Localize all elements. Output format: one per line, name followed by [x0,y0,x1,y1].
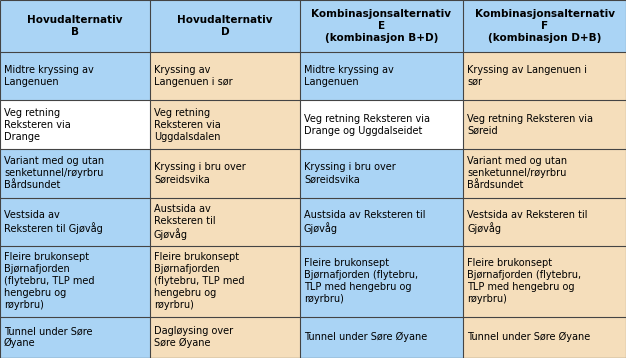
Bar [150,316,300,358]
Text: Veg retning Reksteren via
Drange og Uggdalseidet: Veg retning Reksteren via Drange og Uggd… [304,114,430,136]
Text: Hovudalternativ
D: Hovudalternativ D [177,15,273,37]
Bar [300,316,463,358]
Text: Vestsida av Reksteren til
Gjøvåg: Vestsida av Reksteren til Gjøvåg [467,210,587,234]
Text: Kryssing av
Langenuen i sør: Kryssing av Langenuen i sør [154,65,233,87]
Text: Kombinasjonsalternativ
E
(kombinasjon B+D): Kombinasjonsalternativ E (kombinasjon B+… [312,9,451,43]
Text: Fleire brukonsept
Bjørnafjorden (flytebru,
TLP med hengebru og
røyrbru): Fleire brukonsept Bjørnafjorden (flytebr… [467,258,581,304]
Bar [463,100,626,149]
Bar [0,100,150,149]
Bar [150,198,300,246]
Text: Vestsida av
Reksteren til Gjøvåg: Vestsida av Reksteren til Gjøvåg [4,210,103,234]
Bar [300,100,463,149]
Bar [463,0,626,52]
Bar [150,0,300,52]
Bar [463,198,626,246]
Text: Variant med og utan
senketunnel/røyrbru
Bårdsundet: Variant med og utan senketunnel/røyrbru … [467,156,567,190]
Text: Austsida av Reksteren til
Gjøvåg: Austsida av Reksteren til Gjøvåg [304,210,426,234]
Text: Fleire brukonsept
Bjørnafjorden
(flytebru, TLP med
hengebru og
røyrbru): Fleire brukonsept Bjørnafjorden (flytebr… [154,252,245,310]
Bar [463,316,626,358]
Bar [300,198,463,246]
Text: Veg retning
Reksteren via
Uggdalsdalen: Veg retning Reksteren via Uggdalsdalen [154,108,221,142]
Text: Hovudalternativ
B: Hovudalternativ B [28,15,123,37]
Text: Veg retning Reksteren via
Søreid: Veg retning Reksteren via Søreid [467,114,593,136]
Text: Austsida av
Reksteren til
Gjøvåg: Austsida av Reksteren til Gjøvåg [154,204,215,240]
Bar [150,100,300,149]
Text: Tunnel under Søre Øyane: Tunnel under Søre Øyane [304,332,428,342]
Bar [300,246,463,316]
Bar [463,246,626,316]
Text: Fleire brukonsept
Bjørnafjorden
(flytebru, TLP med
hengebru og
røyrbru): Fleire brukonsept Bjørnafjorden (flytebr… [4,252,95,310]
Bar [300,149,463,198]
Text: Kombinasjonsalternativ
F
(kombinasjon D+B): Kombinasjonsalternativ F (kombinasjon D+… [475,9,615,43]
Bar [463,149,626,198]
Text: Veg retning
Reksteren via
Drange: Veg retning Reksteren via Drange [4,108,71,142]
Bar [150,52,300,100]
Bar [463,52,626,100]
Bar [0,198,150,246]
Text: Tunnel under Søre Øyane: Tunnel under Søre Øyane [467,332,590,342]
Bar [300,52,463,100]
Bar [0,52,150,100]
Bar [0,246,150,316]
Bar [0,316,150,358]
Text: Kryssing i bru over
Søreidsvika: Kryssing i bru over Søreidsvika [154,162,246,184]
Text: Fleire brukonsept
Bjørnafjorden (flytebru,
TLP med hengebru og
røyrbru): Fleire brukonsept Bjørnafjorden (flytebr… [304,258,418,304]
Bar [0,149,150,198]
Text: Variant med og utan
senketunnel/røyrbru
Bårdsundet: Variant med og utan senketunnel/røyrbru … [4,156,104,190]
Text: Dagløysing over
Søre Øyane: Dagløysing over Søre Øyane [154,326,233,348]
Text: Tunnel under Søre
Øyane: Tunnel under Søre Øyane [4,326,93,348]
Bar [300,0,463,52]
Text: Kryssing i bru over
Søreidsvika: Kryssing i bru over Søreidsvika [304,162,396,184]
Bar [150,149,300,198]
Bar [0,0,150,52]
Text: Kryssing av Langenuen i
sør: Kryssing av Langenuen i sør [467,65,587,87]
Text: Midtre kryssing av
Langenuen: Midtre kryssing av Langenuen [304,65,394,87]
Bar [150,246,300,316]
Text: Midtre kryssing av
Langenuen: Midtre kryssing av Langenuen [4,65,94,87]
